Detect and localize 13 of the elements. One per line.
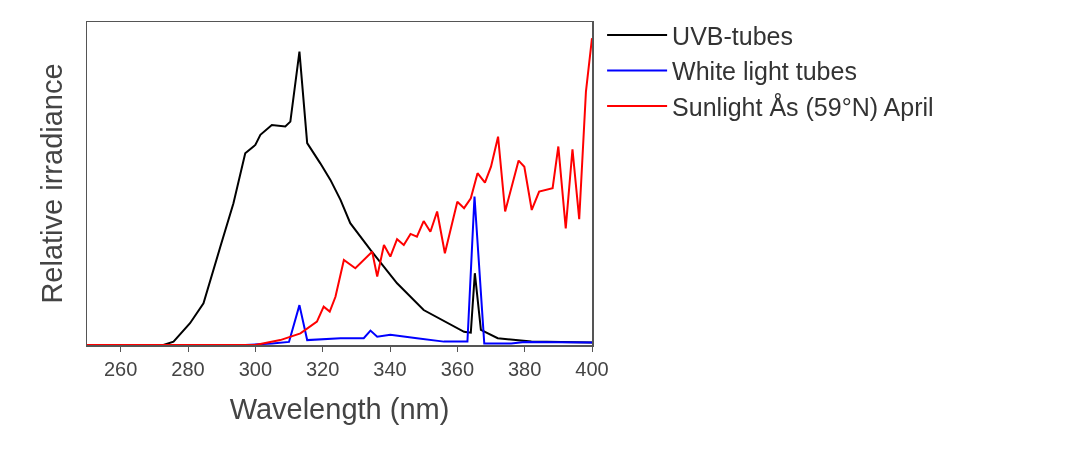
x-tick-label: 360: [440, 357, 475, 380]
legend-label: Sunlight Ås (59°N) April: [672, 91, 934, 121]
x-tick-label: 340: [373, 357, 407, 380]
x-tick-label: 320: [305, 357, 340, 380]
x-tick-label: 260: [103, 357, 138, 380]
legend-label: White light tubes: [672, 57, 857, 86]
legend-label: UVB-tubes: [672, 21, 793, 50]
x-tick-label: 300: [238, 357, 273, 380]
x-axis-title: Wavelength (nm): [229, 393, 450, 426]
x-tick-label: 280: [171, 357, 205, 380]
y-axis-title: Relative irradiance: [36, 63, 69, 304]
x-tick-label: 380: [507, 357, 542, 380]
x-tick-label: 400: [575, 357, 609, 380]
